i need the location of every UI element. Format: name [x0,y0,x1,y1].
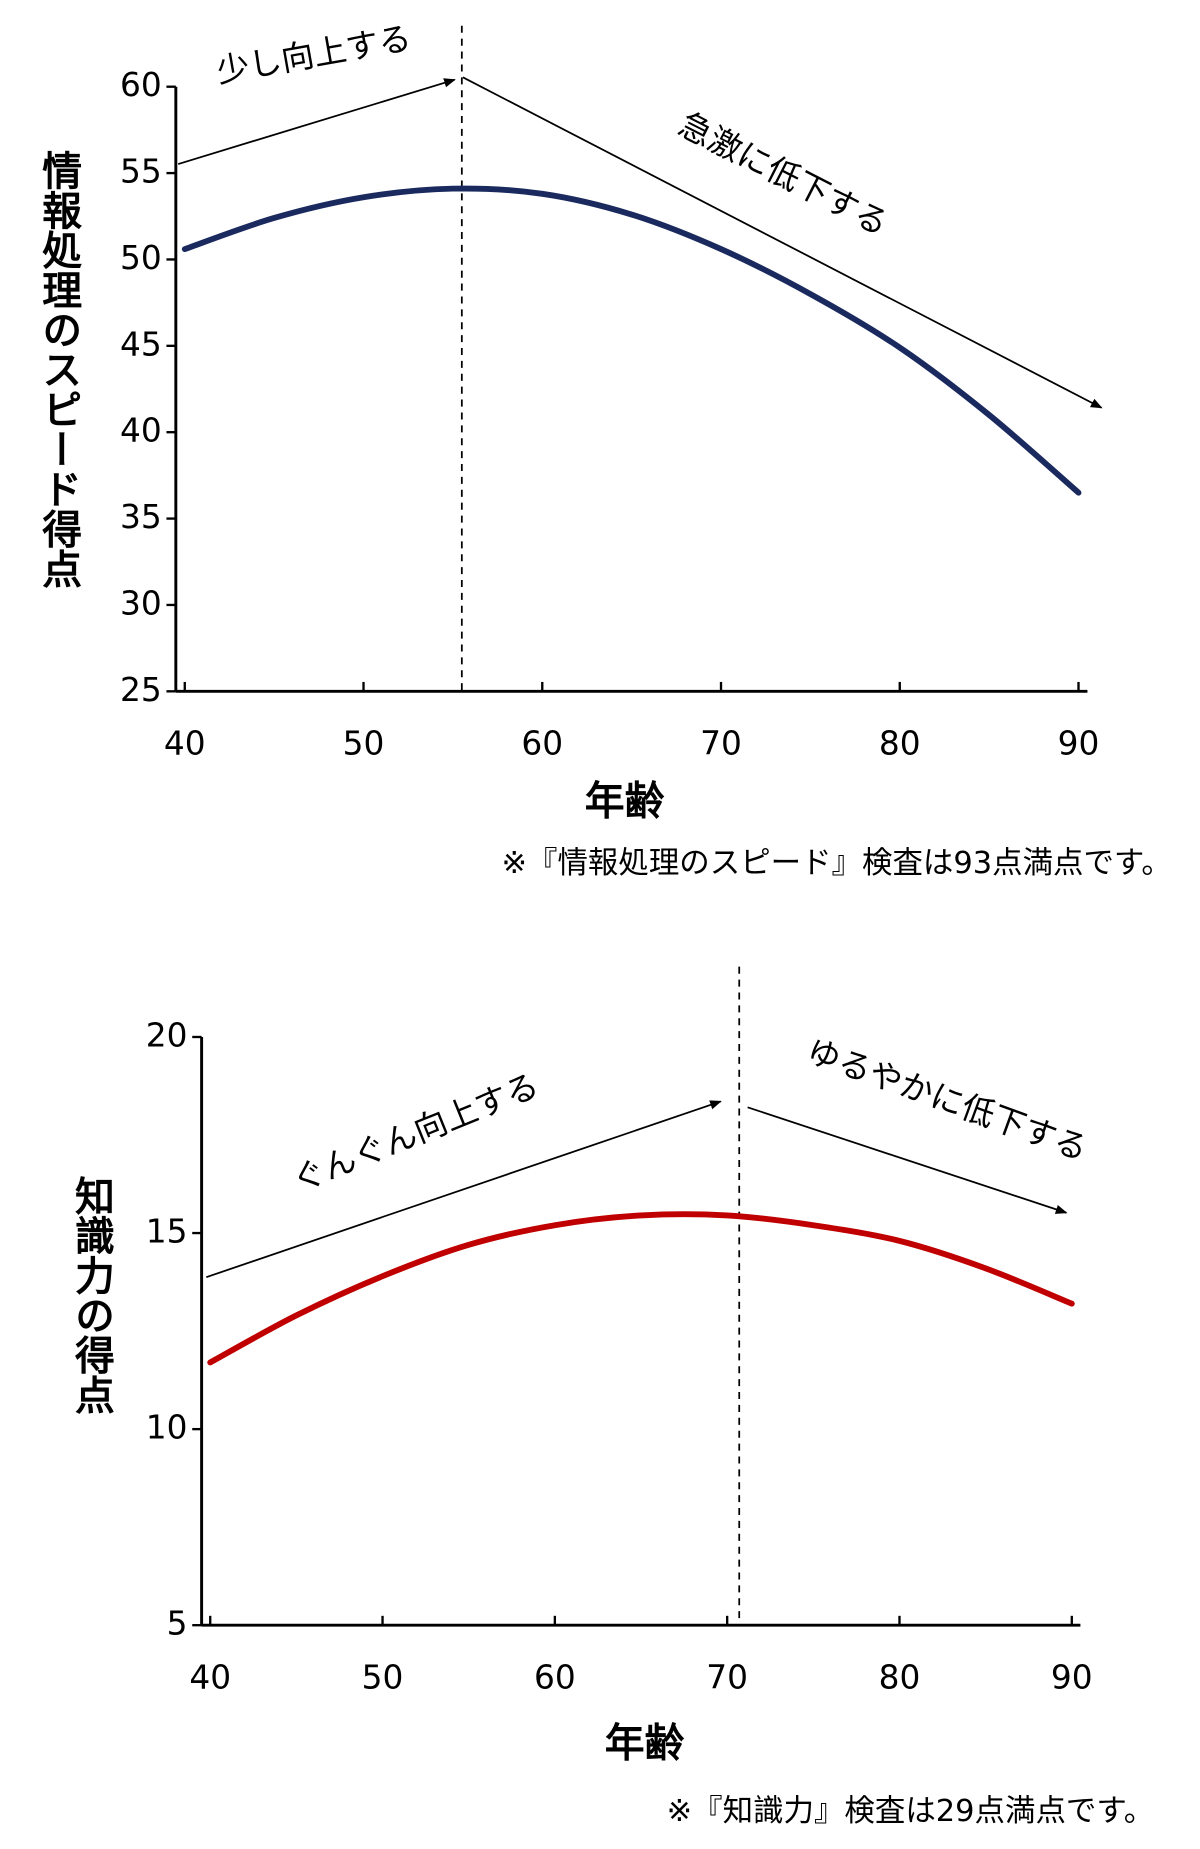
x-tick-label: 60 [521,725,563,763]
note: ※『情報処理のスピード』検査は93点満点です。 [502,846,1172,881]
x-tick-label: 60 [534,1659,576,1697]
annotation: ぐんぐん向上する [287,1066,545,1200]
y-tick-label: 35 [120,498,162,536]
y-axis-label: 知識力の得点 [68,1175,114,1414]
y-tick-label: 25 [120,671,162,709]
y-tick-label: 45 [120,325,162,363]
y-tick-label: 5 [167,1605,188,1643]
x-tick-label: 80 [879,1659,921,1697]
y-axis-label: 情報処理のスピード得点 [36,150,82,588]
x-tick-label: 40 [189,1659,231,1697]
y-tick-label: 55 [120,153,162,191]
annotation-arrow [462,76,1103,409]
x-tick-label: 90 [1051,1659,1093,1697]
annotation-arrow [177,78,456,165]
x-tick-label: 80 [879,725,921,763]
y-tick-label: 10 [146,1409,188,1447]
data-line [181,185,1082,496]
y-tick-label: 30 [120,584,162,622]
x-axis-label: 年齢 [605,1720,685,1766]
annotation: 少し向上する [214,19,414,91]
x-tick-label: 40 [164,725,206,763]
x-axis-label: 年齢 [585,778,665,824]
annotation-arrow [206,1100,722,1279]
y-tick-label: 40 [120,412,162,450]
x-tick-label: 90 [1058,725,1100,763]
x-tick-label: 70 [706,1659,748,1697]
annotation-arrow [747,1106,1068,1214]
note: ※『知識力』検査は29点満点です。 [667,1794,1155,1829]
y-tick-label: 20 [146,1016,188,1054]
annotation: 急激に低下する [673,105,895,243]
y-tick-label: 60 [120,66,162,104]
annotation: ゆるやかに低下する [802,1032,1092,1169]
data-line [207,1211,1075,1366]
x-tick-label: 70 [700,725,742,763]
x-tick-label: 50 [362,1659,404,1697]
y-tick-label: 15 [146,1213,188,1251]
y-tick-label: 50 [120,239,162,277]
x-tick-label: 50 [343,725,385,763]
